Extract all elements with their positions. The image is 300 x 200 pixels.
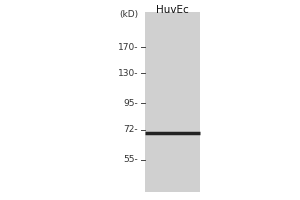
Text: 72-: 72- <box>123 126 138 134</box>
Text: 95-: 95- <box>123 98 138 108</box>
Text: (kD): (kD) <box>119 10 138 19</box>
Text: 170-: 170- <box>118 43 138 51</box>
Text: 130-: 130- <box>118 68 138 77</box>
Text: 55-: 55- <box>123 156 138 164</box>
Text: HuvEc: HuvEc <box>156 5 189 15</box>
FancyBboxPatch shape <box>145 12 200 192</box>
